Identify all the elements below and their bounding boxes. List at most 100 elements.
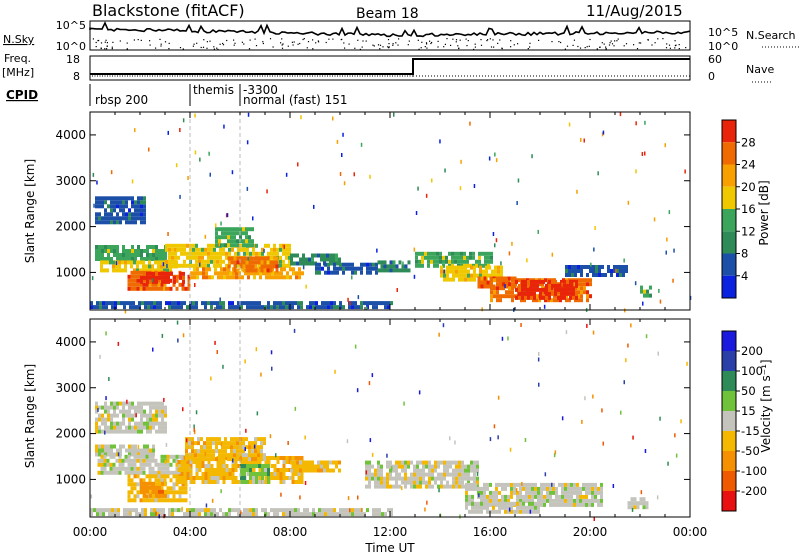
range-cell (592, 273, 595, 277)
range-cell (222, 460, 226, 464)
range-cell (473, 277, 476, 282)
range-cell (481, 263, 484, 268)
range-cell (116, 216, 119, 221)
range-cell (143, 208, 146, 213)
range-cell (243, 468, 246, 472)
range-cell (219, 247, 222, 252)
range-cell (279, 472, 283, 476)
nsearch-point (100, 42, 103, 44)
range-cell (142, 470, 146, 475)
range-cell (261, 480, 265, 484)
nsearch-point (192, 45, 194, 47)
range-cell (579, 494, 582, 499)
range-cell (98, 216, 101, 221)
range-cell (585, 490, 588, 495)
range-cell (276, 476, 280, 480)
range-cell (177, 508, 180, 513)
range-cell (327, 262, 330, 267)
scatter-cell (223, 124, 225, 129)
range-cell (154, 462, 158, 467)
range-cell (502, 286, 505, 291)
range-cell (252, 305, 255, 310)
range-cell (524, 283, 527, 288)
range-cell (311, 253, 314, 258)
range-cell (547, 298, 550, 303)
range-cell (323, 460, 326, 465)
range-cell (138, 301, 141, 306)
nsky-tick-bottom: 10^0 (56, 40, 86, 53)
range-cell (225, 263, 228, 268)
nsearch-point (365, 40, 367, 42)
range-cell (198, 464, 202, 468)
range-cell (146, 401, 149, 406)
range-cell (443, 472, 446, 477)
range-cell (145, 494, 149, 499)
range-cell (168, 243, 171, 248)
range-cell (296, 464, 299, 469)
range-cell (157, 498, 161, 503)
range-cell (252, 512, 255, 517)
scatter-cell (673, 248, 675, 253)
range-cell (195, 460, 199, 464)
nsearch-point (455, 39, 458, 41)
range-cell (237, 263, 240, 268)
range-cell (519, 505, 522, 510)
range-cell (119, 425, 122, 430)
nsearch-point (444, 43, 446, 45)
scatter-cell (90, 494, 93, 499)
range-cell (146, 245, 149, 249)
range-cell (354, 512, 357, 517)
range-cell (158, 271, 161, 276)
range-cell (134, 425, 137, 430)
range-cell (457, 259, 460, 264)
range-cell (507, 494, 510, 499)
scatter-cell (368, 381, 371, 386)
range-cell (289, 267, 292, 272)
range-cell (222, 259, 225, 264)
range-cell (318, 270, 321, 275)
range-cell (240, 464, 243, 468)
range-cell (371, 464, 374, 469)
range-cell (577, 286, 580, 291)
range-cell (261, 508, 264, 513)
range-cell (477, 505, 480, 510)
range-cell (131, 452, 134, 457)
range-cell (145, 498, 149, 503)
range-cell (178, 470, 182, 475)
range-cell (598, 265, 601, 269)
range-cell (458, 476, 461, 481)
range-cell (422, 468, 425, 473)
range-cell (484, 255, 487, 260)
range-cell (239, 449, 242, 454)
range-cell (207, 468, 211, 472)
range-cell (573, 490, 576, 495)
range-cell (204, 476, 208, 480)
range-cell (386, 464, 389, 469)
range-cell (324, 512, 327, 517)
range-cell (527, 287, 530, 292)
range-cell (387, 305, 390, 310)
range-cell (192, 305, 195, 310)
range-cell (140, 401, 143, 406)
range-cell (524, 279, 527, 284)
range-cell (113, 253, 116, 257)
range-cell (98, 253, 101, 257)
range-cell (536, 283, 539, 288)
range-cell (180, 301, 183, 306)
range-cell (157, 268, 160, 273)
nsearch-point (281, 47, 284, 49)
range-cell (113, 216, 116, 221)
range-cell (276, 456, 280, 460)
range-cell (300, 476, 304, 480)
range-cell (213, 476, 217, 480)
range-cell (189, 263, 192, 268)
range-cell (143, 489, 146, 494)
range-cell (260, 457, 263, 462)
nsearch-point (222, 42, 224, 45)
scatter-cell (653, 217, 656, 222)
range-cell (518, 291, 521, 296)
range-cell (384, 305, 387, 310)
range-cell (261, 251, 264, 256)
scatter-cell (269, 434, 272, 439)
range-cell (458, 460, 461, 465)
